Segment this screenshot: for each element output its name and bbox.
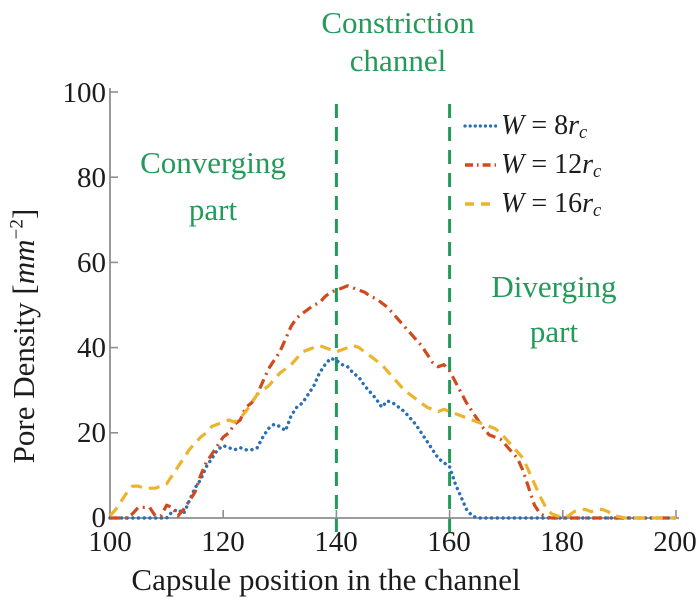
legend-label: W = 16rc [501,187,602,221]
legend-label-r: r [582,148,594,180]
legend-label-eq: = [524,187,555,219]
y-tick-label: 100 [62,77,107,109]
legend-label: W = 8rc [501,109,588,143]
x-axis-label: Capsule position in the channel [131,562,521,597]
legend-label-sub: c [593,200,602,221]
x-tick-label: 140 [314,526,358,558]
annotation-line: Diverging [491,269,617,304]
annotation-line: part [188,192,238,227]
y-tick-label: 20 [77,417,106,449]
x-tick-label: 160 [427,526,471,558]
legend-label-value: 8 [554,109,569,141]
legend-label-sub: c [593,161,602,182]
y-axis-label-prefix: Pore Density [ [6,284,41,464]
annotation-constriction-channel: Constriction channel [238,4,558,80]
legend-label-var: W [501,187,525,219]
annotation-converging-part: Converging part [102,139,324,233]
legend-entry-w16rc: W = 16rc [463,184,601,223]
annotation-diverging-part: Diverging part [443,264,665,354]
legend-label-r: r [568,109,580,141]
x-tick-label: 180 [540,526,584,558]
x-tick-label: 120 [201,526,245,558]
legend-entry-w8rc: W = 8rc [463,106,601,145]
y-tick-label: 0 [91,502,107,534]
legend-label-var: W [501,109,525,141]
y-axis-label-suffix: ] [6,208,41,220]
chart-legend: W = 8rc W = 12rc W = 16rc [463,106,601,223]
legend-label-r: r [582,187,594,219]
x-tick-label: 100 [88,526,132,558]
annotation-line: Constriction [321,5,475,40]
legend-marker-dashdot-icon [465,162,496,167]
legend-label-eq: = [524,109,555,141]
annotation-line: channel [349,43,447,78]
y-axis-label-unit: mm [6,239,41,285]
y-axis-label: Pore Density [mm−2] [6,166,42,506]
y-tick-label: 40 [77,332,106,364]
legend-entry-w12rc: W = 12rc [463,145,601,184]
legend-label-var: W [501,148,525,180]
legend-marker-dashed-icon [465,201,496,206]
legend-label-value: 16 [554,187,583,219]
y-axis-label-exponent: −2 [6,219,28,240]
legend-label-eq: = [524,148,555,180]
legend-label-sub: c [579,122,588,143]
annotation-line: Converging [140,145,286,180]
y-tick-label: 60 [77,247,106,279]
legend-marker-dotted-icon [463,123,497,128]
y-tick-label: 80 [77,162,106,194]
annotation-line: part [529,314,579,349]
x-tick-label: 200 [653,526,696,558]
legend-label-value: 12 [554,148,583,180]
legend-label: W = 12rc [501,148,602,182]
